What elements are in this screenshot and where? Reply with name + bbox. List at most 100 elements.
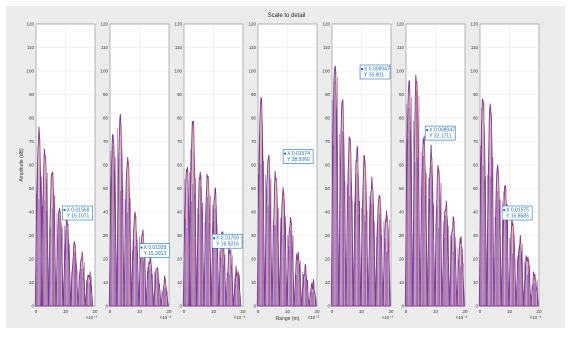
y-tick-label: 60 [103,163,109,168]
datatip-box [424,125,456,141]
y-tick-label: 30 [177,233,183,238]
y-tick-label: 10 [473,280,479,285]
x-exponent-label: ×10⁻³ [381,315,393,320]
y-tick-label: 90 [399,92,405,97]
datatip-marker [426,129,429,132]
y-tick-label: 20 [399,257,405,262]
y-tick-label: 50 [29,186,35,191]
datatip-marker [63,209,66,211]
y-tick-label: 100 [174,69,182,74]
y-tick-label: 80 [399,116,405,121]
x-tick-label: 10 [285,309,291,314]
y-tick-label: 70 [399,139,405,144]
datatip-x: X 0.008947 [429,128,455,134]
y-tick-label: 20 [177,257,183,262]
x-tick-label: 10 [211,309,217,314]
x-axis-label: Range (m) [276,316,300,322]
y-tick-label: 30 [399,233,405,238]
y-tick-label: 100 [100,69,108,74]
y-tick-label: 60 [473,163,479,168]
datatip-marker [213,237,216,240]
datatip-marker [361,68,364,70]
y-tick-label: 40 [177,210,183,215]
y-tick-label: 0 [327,304,330,309]
datatip-y: Y 35.901 [364,73,384,79]
y-tick-label: 20 [251,257,257,262]
y-tick-label: 20 [325,257,331,262]
y-tick-label: 60 [399,163,405,168]
y-tick-label: 80 [325,116,331,121]
y-tick-label: 30 [29,233,35,238]
x-tick-label: 0 [35,309,38,314]
x-tick-label: 20 [240,309,246,314]
x-tick-label: 0 [405,309,408,314]
y-tick-label: 40 [399,210,405,215]
y-tick-label: 80 [251,116,257,121]
y-tick-label: 0 [179,304,182,309]
x-tick-label: 0 [183,309,186,314]
y-tick-label: 110 [323,45,331,50]
x-tick-label: 0 [479,309,482,314]
y-tick-label: 30 [325,233,331,238]
y-tick-label: 90 [251,92,257,97]
y-tick-label: 80 [103,116,109,121]
datatip-marker [140,246,143,249]
y-tick-label: 30 [251,233,257,238]
x-exponent-label: ×10⁻³ [307,315,319,320]
datatip-y: Y 15.8585 [506,214,529,220]
y-tick-label: 60 [325,163,331,168]
datatip-box [282,149,314,164]
datatip-y: Y 32.1711 [429,134,452,140]
y-tick-label: 10 [177,280,183,285]
datatip-box [139,243,170,258]
datatip-y: Y 16.5016 [216,242,239,248]
datatip-x: X 0.01928 [144,245,167,251]
x-tick-label: 20 [388,309,394,314]
y-tick-label: 120 [470,22,478,27]
x-tick-label: 10 [137,309,143,314]
x-exponent-label: ×10⁻³ [85,315,97,320]
y-tick-label: 110 [249,45,257,50]
datatip-x: X 0.01759 [216,236,239,242]
y-tick-label: 0 [105,304,108,309]
y-tick-label: 70 [251,139,257,144]
y-tick-label: 0 [253,304,256,309]
y-tick-label: 50 [325,186,331,191]
datatip-marker [503,209,506,211]
x-tick-label: 10 [507,309,513,314]
x-exponent-label: ×10⁻³ [233,315,245,320]
x-tick-label: 0 [331,309,334,314]
y-tick-label: 10 [103,280,109,285]
y-tick-label: 60 [177,163,183,168]
y-tick-label: 40 [251,210,257,215]
y-tick-label: 60 [29,163,35,168]
datatip-box [501,205,533,221]
figure-title: Scale to detail [267,13,306,19]
y-tick-label: 110 [397,45,405,50]
y-tick-label: 10 [325,280,331,285]
y-tick-label: 90 [177,92,183,97]
y-tick-label: 100 [248,69,256,74]
y-tick-label: 50 [103,186,109,191]
datatip-box [211,233,243,249]
x-tick-label: 10 [433,309,439,314]
y-tick-label: 70 [473,139,479,144]
x-exponent-label: ×10⁻³ [529,315,541,320]
y-tick-label: 50 [473,186,479,191]
y-tick-label: 0 [401,304,404,309]
y-tick-label: 100 [470,69,478,74]
x-exponent-label: ×10⁻³ [455,315,467,320]
y-tick-label: 110 [471,45,479,50]
y-tick-label: 120 [100,22,108,27]
datatip-x: X 0.01575 [506,208,529,214]
y-tick-label: 110 [27,45,35,50]
y-tick-label: 120 [174,22,182,27]
